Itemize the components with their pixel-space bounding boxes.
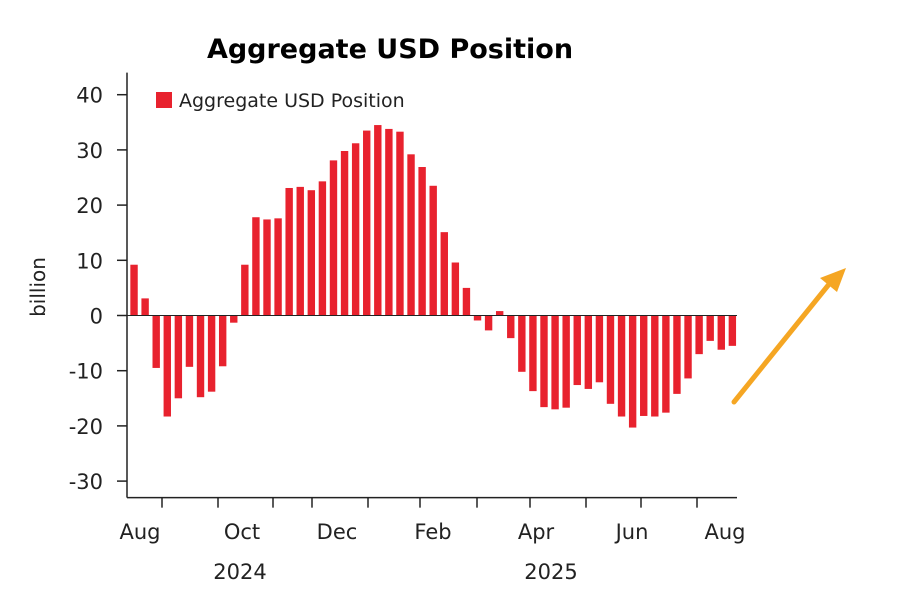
bar — [551, 315, 559, 410]
bar — [130, 264, 138, 316]
bar — [207, 315, 216, 392]
bar — [340, 151, 349, 316]
bar — [617, 315, 626, 417]
year-label: 2024 — [213, 560, 266, 584]
bar — [540, 315, 548, 408]
bar — [296, 186, 304, 316]
bar — [651, 315, 659, 417]
bar — [429, 185, 437, 316]
x-tick-label: Oct — [224, 520, 260, 544]
bar — [396, 131, 404, 316]
bar — [407, 154, 415, 316]
annotation — [731, 268, 846, 405]
y-tick-label: -20 — [69, 415, 103, 439]
bar — [196, 315, 205, 398]
x-tick-label: Aug — [119, 520, 160, 544]
bar — [174, 315, 183, 399]
axes: 40 30 20 10 0 -10 -20 -30 Aug Oct Dec Feb Apr Jun Aug 2… — [69, 72, 746, 584]
y-tick-label: 40 — [76, 84, 103, 108]
bar — [318, 181, 327, 316]
bar — [529, 315, 537, 392]
bar — [351, 143, 360, 316]
bar — [584, 315, 593, 389]
bar — [230, 315, 238, 323]
x-tick-label: Aug — [704, 520, 745, 544]
legend-label: Aggregate USD Position — [179, 90, 405, 112]
bar — [163, 315, 171, 417]
bar — [152, 315, 160, 368]
chart-title: Aggregate USD Position — [207, 34, 573, 65]
bar — [706, 315, 714, 341]
x-tick-label: Jun — [614, 520, 649, 544]
bar — [717, 315, 725, 350]
legend-swatch — [156, 92, 172, 108]
x-tick-label: Feb — [414, 520, 451, 544]
bar — [218, 315, 227, 367]
bar — [562, 315, 570, 408]
bar — [473, 315, 482, 321]
bar — [573, 315, 581, 386]
bar — [507, 315, 515, 339]
bar — [307, 190, 316, 316]
arrow-head — [820, 268, 846, 292]
bar — [662, 315, 670, 413]
x-tick-label: Apr — [518, 520, 555, 544]
bar — [274, 218, 282, 316]
legend: Aggregate USD Position — [156, 90, 405, 112]
bar — [185, 315, 194, 367]
bar — [606, 315, 615, 404]
y-tick-label: -30 — [69, 470, 103, 494]
y-tick-label: 10 — [76, 249, 103, 273]
bars — [130, 125, 737, 428]
bar — [252, 217, 260, 316]
y-tick-label: 0 — [90, 305, 103, 329]
bar — [484, 315, 493, 331]
bar — [728, 315, 737, 346]
bar — [595, 315, 604, 383]
y-tick-label: -10 — [69, 360, 103, 384]
bar — [241, 264, 249, 316]
bar — [640, 315, 648, 416]
bar — [329, 160, 338, 316]
bar — [374, 125, 382, 316]
bar — [141, 298, 149, 316]
bar — [363, 130, 371, 316]
arrow-shaft — [731, 280, 833, 405]
bar — [263, 219, 271, 316]
bar — [518, 315, 526, 372]
bar — [385, 128, 393, 316]
bar — [684, 315, 692, 379]
bar — [418, 167, 426, 316]
bar — [673, 315, 681, 394]
bar — [695, 315, 703, 355]
x-tick-label: Dec — [317, 520, 358, 544]
bar — [285, 187, 293, 316]
bar — [451, 262, 460, 316]
year-label: 2025 — [524, 560, 577, 584]
bar — [628, 315, 637, 428]
y-tick-label: 20 — [76, 194, 103, 218]
bar — [462, 287, 471, 316]
bar — [495, 311, 504, 316]
y-tick-label: 30 — [76, 139, 103, 163]
y-axis-title: billion — [26, 257, 50, 317]
bar — [440, 232, 448, 316]
